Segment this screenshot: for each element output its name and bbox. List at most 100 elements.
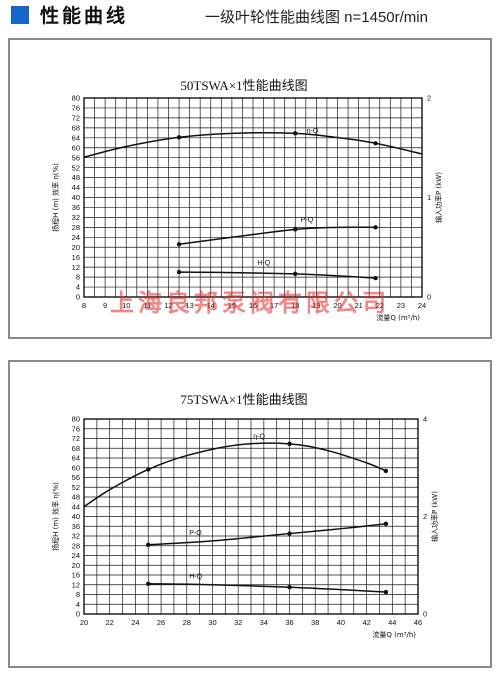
data-point-h-q [293, 271, 298, 277]
data-point-h-q [146, 581, 151, 586]
series-line-p-q [178, 226, 376, 246]
y2-tick-label: 1 [427, 193, 431, 202]
y-tick-label: 0 [76, 293, 80, 302]
y2-axis-title: 输入功率P (kW) [430, 491, 439, 542]
data-point-eta-q [293, 131, 298, 136]
y-tick-label: 48 [72, 173, 80, 182]
x-tick-label: 24 [418, 301, 426, 310]
data-point-eta-q [287, 441, 292, 447]
x-tick-label: 28 [183, 618, 191, 627]
series-label-eta-q: η-Q [307, 128, 319, 135]
y-tick-label: 68 [72, 123, 80, 132]
y2-tick-label: 0 [423, 610, 427, 619]
x-tick-label: 26 [157, 618, 165, 627]
y-tick-label: 60 [72, 143, 80, 152]
y-tick-label: 24 [72, 233, 80, 242]
data-point-h-q [176, 269, 182, 275]
data-point-h-q [373, 275, 378, 281]
x-tick-label: 16 [249, 301, 257, 310]
x-tick-label: 21 [354, 301, 362, 310]
y-tick-label: 40 [72, 193, 80, 202]
x-tick-label: 8 [82, 301, 86, 310]
y2-tick-label: 2 [423, 512, 427, 521]
x-tick-label: 13 [185, 301, 193, 310]
x-tick-label: 9 [103, 301, 107, 310]
x-tick-label: 15 [228, 301, 236, 310]
x-tick-label: 44 [388, 618, 396, 627]
y-tick-label: 56 [72, 473, 80, 482]
series-line-p-q [148, 523, 386, 546]
page-subtitle: 一级叶轮性能曲线图 n=1450r/min [205, 9, 428, 26]
y-tick-label: 24 [72, 551, 80, 560]
y-tick-label: 36 [72, 522, 80, 531]
y-tick-label: 52 [72, 163, 80, 172]
x-tick-label: 38 [311, 618, 319, 627]
y-tick-label: 12 [72, 580, 80, 589]
series-label-p-q: P-Q [301, 217, 314, 224]
y-tick-label: 44 [72, 502, 80, 511]
y-tick-label: 32 [72, 532, 80, 541]
y-tick-label: 76 [72, 424, 80, 433]
y-tick-label: 28 [72, 541, 80, 550]
x-tick-label: 42 [362, 618, 370, 627]
data-point-h-q [287, 584, 292, 590]
data-point-eta-q [383, 468, 389, 474]
plot-frame [83, 97, 423, 298]
data-point-p-q [176, 242, 182, 247]
y-tick-label: 56 [72, 153, 80, 162]
data-point-p-q [287, 531, 292, 536]
data-point-p-q [146, 542, 151, 547]
x-tick-label: 17 [270, 301, 278, 310]
series-label-h-q: H-Q [189, 573, 202, 580]
data-point-eta-q [176, 135, 182, 140]
data-point-p-q [373, 225, 378, 230]
x-tick-label: 36 [285, 618, 293, 627]
x-axis-title: 流量Q (m³/h) [372, 630, 416, 639]
chart-title: 75TSWA×1性能曲线图 [180, 392, 307, 407]
x-tick-label: 18 [291, 301, 299, 310]
y-tick-label: 28 [72, 223, 80, 232]
series-label-p-q: P-Q [189, 530, 202, 537]
y2-tick-label: 2 [427, 94, 431, 103]
page-title: 性能曲线 [40, 6, 129, 27]
plot-frame [83, 418, 419, 615]
x-tick-label: 11 [143, 301, 151, 310]
x-tick-label: 30 [208, 618, 216, 627]
data-point-eta-q [373, 141, 378, 146]
x-tick-label: 12 [164, 301, 172, 310]
x-tick-label: 23 [397, 301, 405, 310]
y-tick-label: 8 [76, 590, 80, 599]
y-tick-label: 80 [72, 415, 80, 424]
y2-tick-label: 0 [427, 293, 431, 302]
y-tick-label: 52 [72, 483, 80, 492]
y-tick-label: 60 [72, 463, 80, 472]
y-tick-label: 20 [72, 243, 80, 252]
data-point-p-q [383, 521, 389, 527]
series-line-eta-q [83, 132, 423, 158]
chart-panel-50tswa: 50TSWA×1性能曲线图 0 4 8 12 16 20 24 28 32 36 40 44 48 52 56… [8, 38, 492, 339]
y-tick-label: 16 [72, 571, 80, 580]
y-tick-label: 44 [72, 183, 80, 192]
y-tick-label: 36 [72, 203, 80, 212]
x-tick-label: 46 [414, 618, 422, 627]
x-tick-label: 20 [80, 618, 88, 627]
x-axis-title: 流量Q (m³/h) [376, 313, 420, 322]
x-tick-label: 19 [312, 301, 320, 310]
chart-panel-75tswa: 75TSWA×1性能曲线图 0 4 8 12 16 20 24 28 32 36 40 44 48 52 56… [8, 360, 492, 668]
chart-75tswa: 75TSWA×1性能曲线图048121620242832364044485256… [51, 392, 439, 639]
y2-tick-label: 4 [423, 415, 427, 424]
y-tick-label: 8 [76, 273, 80, 282]
data-point-p-q [293, 227, 298, 232]
x-tick-label: 20 [333, 301, 341, 310]
y-tick-label: 4 [76, 600, 80, 609]
x-tick-label: 24 [131, 618, 139, 627]
x-tick-label: 22 [376, 301, 384, 310]
y-tick-label: 4 [76, 283, 80, 292]
y-axis-title: 扬程H (m) 效率 η(%) [51, 163, 60, 232]
y-tick-label: 68 [72, 444, 80, 453]
series-label-eta-q: η-Q [253, 433, 265, 440]
chart-title: 50TSWA×1性能曲线图 [180, 78, 307, 93]
y-tick-label: 12 [72, 263, 80, 272]
y-tick-label: 64 [72, 133, 80, 142]
x-tick-label: 32 [234, 618, 242, 627]
